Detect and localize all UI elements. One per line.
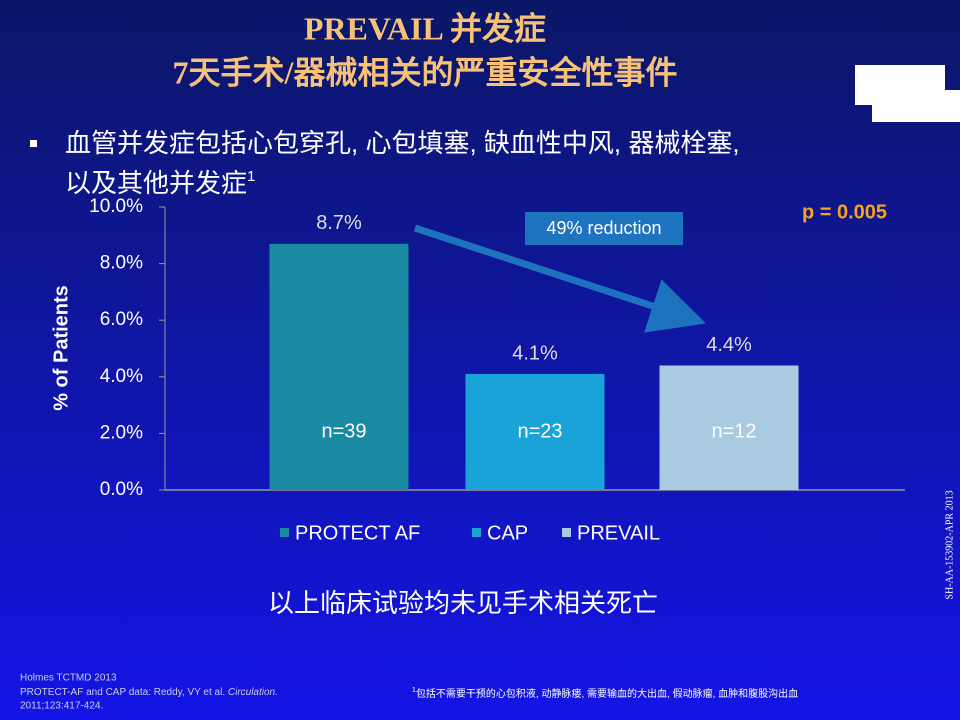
reference: Holmes TCTMD 2013 (20, 673, 117, 684)
conclusion: 以上临床试验均未见手术相关死亡 (268, 589, 658, 618)
arrow (413, 224, 706, 333)
y-axis-title: % of Patients (50, 285, 72, 411)
footnote: 1包括不需要干预的心包积液, 动静脉瘘, 需要输血的大出血, 假动脉瘤, 血肿和… (412, 687, 798, 700)
reference: Circulation. (228, 687, 278, 698)
p-value: p = 0.005 (802, 201, 887, 223)
document-code: SH-AA-153902-APR 2013 (944, 490, 955, 599)
n-label: n=23 (517, 420, 562, 442)
bar (465, 373, 605, 490)
annotation-box (525, 212, 683, 245)
bullet-marker (30, 140, 37, 147)
footnote: 包括不需要干预的心包积液, 动静脉瘘, 需要输血的大出血, 假动脉瘤, 血肿和腹… (416, 687, 798, 700)
value-label: 4.4% (706, 334, 752, 356)
y-tick-label: 8.0% (100, 253, 143, 274)
y-tick-label: 2.0% (100, 422, 143, 443)
bullet-text: 以及其他并发症 (65, 168, 247, 198)
bar (269, 243, 409, 490)
footnote-mark: 1 (412, 687, 416, 694)
legend-label: PROTECT AF (295, 522, 420, 544)
legend-label: PREVAIL (577, 522, 660, 544)
n-label: n=39 (321, 420, 366, 442)
reference: PROTECT-AF and CAP data: Reddy, VY et al… (20, 687, 228, 698)
y-tick-label: 4.0% (100, 366, 143, 387)
value-label: 4.1% (512, 342, 558, 364)
n-label: n=12 (711, 420, 756, 442)
note-mark: 1 (247, 168, 255, 185)
legend-swatch (562, 528, 571, 537)
title: PREVAIL 并发症 (304, 10, 546, 46)
reference: 2011;123:417-424. (20, 701, 103, 712)
value-label: 8.7% (316, 212, 362, 234)
annotation: 49% reduction (546, 218, 661, 238)
reference: PROTECT-AF and CAP data: Reddy, VY et al… (20, 687, 278, 698)
subtitle: 7天手术/器械相关的严重安全性事件 (173, 54, 678, 90)
bar (659, 365, 799, 490)
bullet-text: 血管并发症包括心包穿孔, 心包填塞, 缺血性中风, 器械栓塞, (65, 128, 740, 158)
legend-swatch (280, 528, 289, 537)
legend-label: CAP (487, 522, 528, 544)
bullet-text: 以及其他并发症1 (65, 168, 255, 198)
legend-swatch (472, 528, 481, 537)
y-tick-label: 0.0% (100, 479, 143, 500)
y-tick-label: 10.0% (89, 196, 143, 217)
white-box (872, 90, 960, 122)
chart: 0.0% 2.0% 4.0% 6.0% 8.0% 10.0% % of Patients 8.… (50, 196, 905, 544)
y-tick-label: 6.0% (100, 309, 143, 330)
